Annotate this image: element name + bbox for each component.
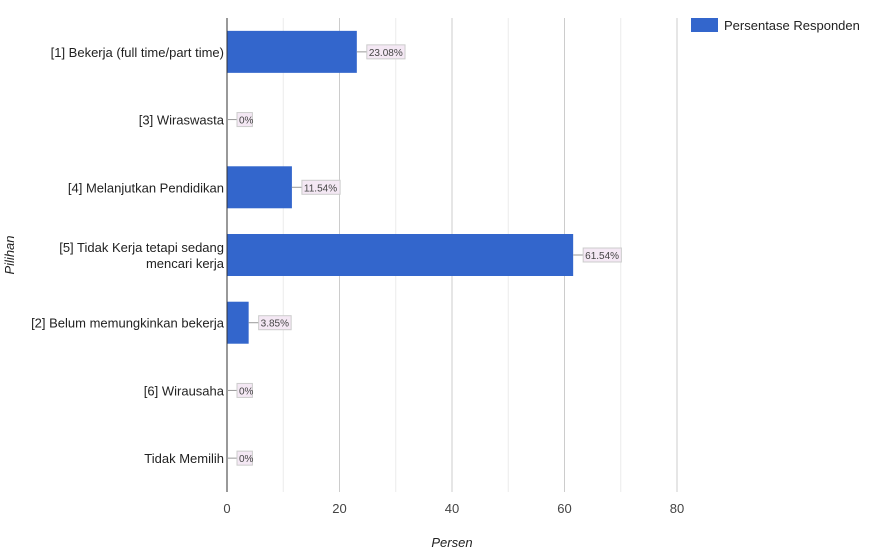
data-label-box bbox=[236, 112, 253, 128]
legend-label: Persentase Responden bbox=[724, 18, 860, 33]
legend-swatch bbox=[691, 18, 718, 32]
category-label: [2] Belum memungkinkan bekerja bbox=[31, 316, 225, 331]
data-label-box bbox=[258, 315, 292, 331]
category-label: [3] Wiraswasta bbox=[139, 113, 225, 128]
x-tick-label: 20 bbox=[332, 501, 346, 516]
data-labels: 23.08% 0% 11.54% 61.54% 3.85% 0% 0% bbox=[227, 44, 622, 466]
y-axis-title: Pilihan bbox=[2, 235, 17, 274]
category-label: mencari kerja bbox=[146, 256, 225, 271]
x-tick-label: 80 bbox=[670, 501, 684, 516]
category-label: [5] Tidak Kerja tetapi sedang bbox=[59, 240, 224, 255]
data-label-box bbox=[301, 179, 341, 195]
category-label: [1] Bekerja (full time/part time) bbox=[51, 45, 224, 60]
category-label: [4] Melanjutkan Pendidikan bbox=[68, 180, 224, 195]
data-label: 0% bbox=[239, 454, 254, 465]
data-label-box bbox=[236, 382, 253, 398]
data-label-box bbox=[236, 450, 253, 466]
x-tick-label: 0 bbox=[223, 501, 230, 516]
bars bbox=[227, 30, 574, 344]
category-labels: [1] Bekerja (full time/part time) [3] Wir… bbox=[31, 45, 225, 466]
x-axis-title: Persen bbox=[431, 535, 472, 550]
x-tick-label: 40 bbox=[445, 501, 459, 516]
bar bbox=[227, 301, 249, 344]
data-label: 3.85% bbox=[261, 319, 289, 330]
category-label: [6] Wirausaha bbox=[144, 383, 225, 398]
data-label: 0% bbox=[239, 116, 254, 127]
bar bbox=[227, 234, 574, 276]
legend[interactable]: Persentase Responden bbox=[691, 18, 860, 33]
data-label-box bbox=[366, 44, 406, 60]
data-label: 0% bbox=[239, 386, 254, 397]
x-tick-labels: 0 20 40 60 80 bbox=[223, 501, 684, 516]
category-label: Tidak Memilih bbox=[144, 451, 224, 466]
bar bbox=[227, 166, 292, 209]
x-tick-label: 60 bbox=[557, 501, 571, 516]
data-label: 23.08% bbox=[369, 48, 403, 59]
data-label: 11.54% bbox=[304, 183, 337, 194]
bar bbox=[227, 30, 357, 73]
data-label-box bbox=[582, 247, 622, 263]
data-label: 61.54% bbox=[585, 251, 619, 262]
